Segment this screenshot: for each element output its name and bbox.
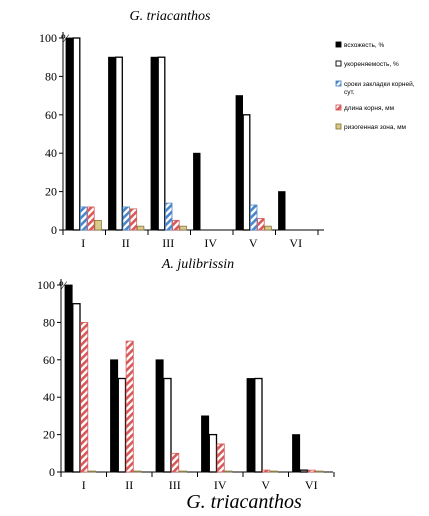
legend-swatch — [335, 104, 342, 111]
bar-series-3-I — [88, 470, 97, 473]
legend-swatch — [335, 123, 342, 130]
bar-series-2-III — [164, 202, 173, 231]
bar-series-2-I — [80, 321, 89, 473]
bar-series-3-VI — [315, 470, 324, 473]
chart-title: A. julibrissin — [161, 257, 234, 272]
bar-series-2-II — [125, 340, 134, 473]
bar-series-1-III — [157, 56, 166, 231]
bar-series-3-I — [87, 206, 95, 231]
bar-series-2-III — [171, 452, 180, 473]
bar-series-0-V — [235, 95, 243, 231]
legend-label: всхожесть, % — [344, 42, 385, 49]
y-tick-label: 20 — [45, 185, 57, 199]
bar-series-1-VI — [299, 469, 309, 473]
y-tick-label: 80 — [43, 315, 55, 329]
bar-series-1-II — [117, 377, 127, 473]
x-tick-label: V — [249, 236, 258, 250]
x-tick-label: I — [82, 478, 86, 492]
bar-series-4-III — [179, 225, 187, 231]
legend-label: длина корня, мм — [344, 105, 395, 112]
bar-series-1-IV — [208, 433, 218, 473]
bar-series-0-IV — [193, 152, 201, 231]
bar-series-1-V — [242, 114, 251, 231]
bar-series-1-I — [72, 303, 81, 473]
y-tick-label: 60 — [45, 108, 57, 122]
legend-swatch — [335, 41, 342, 48]
bar-series-2-V — [249, 204, 258, 231]
bar-series-3-II — [129, 208, 138, 231]
chart-g-triacanthos: G. triacanthos 020406080100%IIIIIIIVVVIв… — [39, 9, 415, 250]
bar-series-4-II — [136, 225, 145, 231]
bar-series-0-I — [65, 37, 73, 231]
bar-series-4-V — [264, 225, 272, 231]
bar-series-0-III — [150, 56, 158, 231]
bar-series-3-IV — [224, 470, 233, 473]
bar-series-2-I — [80, 206, 88, 231]
bar-series-0-II — [110, 359, 119, 473]
bar-series-2-VI — [307, 469, 316, 473]
legend-label: ризогенная зона, мм — [344, 124, 407, 131]
x-tick-label: VI — [305, 478, 318, 492]
x-tick-label: VI — [289, 236, 302, 250]
bar-series-3-II — [133, 470, 142, 473]
figure-caption: G. triacanthos — [186, 491, 302, 513]
y-tick-label: 20 — [43, 428, 55, 442]
x-tick-label: V — [261, 478, 270, 492]
y-tick-label: 40 — [45, 146, 57, 160]
legend-label: сроки закладки корней, сут. — [344, 80, 415, 96]
bar-series-0-IV — [201, 415, 210, 473]
bar-series-2-II — [122, 206, 130, 231]
y-tick-label: 100 — [39, 31, 57, 45]
bar-series-1-I — [72, 37, 81, 231]
x-tick-label: III — [169, 478, 181, 492]
y-tick-label: 0 — [49, 465, 55, 479]
bar-series-1-II — [115, 56, 123, 231]
y-tick-label: 0 — [51, 223, 57, 237]
bar-series-1-V — [254, 377, 263, 473]
x-tick-label: I — [81, 236, 85, 250]
x-tick-label: IV — [214, 478, 227, 492]
x-tick-label: II — [122, 236, 130, 250]
legend-label: укореняемость, % — [344, 61, 399, 68]
bar-series-0-VI — [292, 434, 301, 473]
bar-series-1-III — [163, 377, 172, 473]
y-tick-label: 100 — [37, 278, 55, 292]
bar-series-3-III — [178, 470, 187, 473]
bar-series-3-III — [172, 219, 180, 231]
x-tick-label: IV — [204, 236, 217, 250]
bar-series-0-I — [64, 284, 73, 473]
legend-swatch — [335, 60, 342, 67]
y-tick-label: 60 — [43, 353, 55, 367]
y-tick-label: 40 — [43, 390, 55, 404]
y-axis-unit-label: % — [59, 278, 69, 292]
legend: всхожесть, % укореняемость, % сроки заклад… — [335, 41, 415, 131]
bar-series-4-I — [94, 219, 102, 231]
legend-swatch — [335, 80, 342, 87]
bar-series-2-IV — [216, 443, 225, 473]
x-tick-label: III — [162, 236, 174, 250]
chart-title: G. triacanthos — [130, 9, 211, 24]
bar-series-0-V — [246, 378, 255, 473]
bar-series-0-VI — [278, 191, 286, 231]
bar-series-3-V — [269, 470, 278, 473]
bar-series-0-III — [155, 359, 164, 473]
x-tick-label: II — [125, 478, 133, 492]
bar-series-0-II — [108, 56, 116, 231]
bar-series-2-V — [262, 469, 271, 473]
y-tick-label: 80 — [45, 69, 57, 83]
bar-series-3-V — [257, 218, 265, 231]
